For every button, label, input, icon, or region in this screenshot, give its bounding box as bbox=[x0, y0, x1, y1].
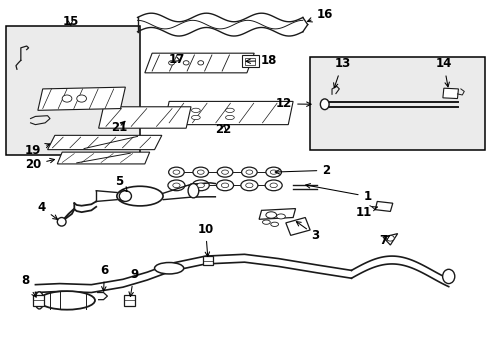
Circle shape bbox=[198, 61, 203, 65]
Polygon shape bbox=[144, 53, 254, 73]
Ellipse shape bbox=[276, 214, 285, 219]
Text: 3: 3 bbox=[296, 222, 319, 242]
Text: 1: 1 bbox=[305, 184, 371, 203]
Text: 4: 4 bbox=[38, 201, 58, 220]
Text: 14: 14 bbox=[435, 57, 451, 87]
Polygon shape bbox=[285, 217, 309, 235]
Text: 7: 7 bbox=[378, 234, 389, 247]
Bar bbox=[242, 55, 259, 67]
Ellipse shape bbox=[217, 167, 232, 177]
Circle shape bbox=[77, 95, 86, 102]
Ellipse shape bbox=[197, 183, 204, 188]
Circle shape bbox=[168, 61, 174, 65]
Text: 20: 20 bbox=[25, 158, 54, 171]
Text: 8: 8 bbox=[21, 274, 36, 297]
Text: 16: 16 bbox=[307, 9, 332, 22]
Text: 6: 6 bbox=[100, 264, 108, 291]
Circle shape bbox=[386, 235, 393, 241]
Ellipse shape bbox=[57, 217, 66, 226]
Bar bbox=[309, 57, 484, 150]
Text: 10: 10 bbox=[197, 223, 213, 256]
Ellipse shape bbox=[270, 222, 278, 226]
Bar bbox=[33, 295, 43, 306]
Ellipse shape bbox=[265, 212, 276, 218]
Ellipse shape bbox=[262, 220, 270, 224]
Ellipse shape bbox=[216, 180, 233, 191]
Ellipse shape bbox=[119, 191, 131, 202]
Ellipse shape bbox=[221, 183, 228, 188]
Ellipse shape bbox=[245, 170, 252, 174]
Text: 19: 19 bbox=[25, 144, 50, 157]
Ellipse shape bbox=[168, 167, 184, 177]
Circle shape bbox=[183, 61, 189, 65]
Ellipse shape bbox=[270, 170, 277, 174]
Polygon shape bbox=[38, 87, 125, 111]
Ellipse shape bbox=[221, 170, 228, 174]
Ellipse shape bbox=[35, 292, 43, 309]
Polygon shape bbox=[382, 234, 397, 245]
Text: 18: 18 bbox=[245, 54, 277, 67]
Polygon shape bbox=[47, 135, 162, 150]
Text: 17: 17 bbox=[168, 53, 184, 66]
Ellipse shape bbox=[167, 180, 184, 191]
Text: 15: 15 bbox=[62, 14, 79, 27]
Ellipse shape bbox=[245, 183, 252, 188]
Text: 12: 12 bbox=[275, 98, 310, 111]
Bar bbox=[6, 26, 140, 155]
Polygon shape bbox=[442, 88, 458, 99]
Ellipse shape bbox=[225, 108, 234, 112]
Text: 13: 13 bbox=[333, 57, 350, 88]
Ellipse shape bbox=[225, 115, 234, 120]
Circle shape bbox=[62, 95, 72, 102]
Text: 9: 9 bbox=[129, 268, 138, 297]
Bar bbox=[124, 295, 135, 306]
Polygon shape bbox=[259, 208, 295, 219]
Ellipse shape bbox=[117, 186, 163, 206]
Ellipse shape bbox=[269, 183, 277, 188]
Text: 21: 21 bbox=[111, 121, 127, 134]
Polygon shape bbox=[57, 152, 149, 164]
Ellipse shape bbox=[172, 183, 180, 188]
Text: 5: 5 bbox=[115, 175, 127, 192]
Ellipse shape bbox=[241, 180, 257, 191]
Ellipse shape bbox=[197, 170, 203, 174]
Bar bbox=[245, 58, 255, 65]
Text: 11: 11 bbox=[355, 206, 377, 219]
Ellipse shape bbox=[265, 167, 281, 177]
Ellipse shape bbox=[241, 167, 257, 177]
Ellipse shape bbox=[191, 108, 200, 112]
Polygon shape bbox=[164, 102, 292, 125]
Polygon shape bbox=[374, 202, 392, 211]
Bar bbox=[203, 256, 212, 265]
Ellipse shape bbox=[39, 291, 95, 310]
Text: 22: 22 bbox=[215, 123, 231, 136]
Ellipse shape bbox=[264, 180, 282, 191]
Ellipse shape bbox=[193, 167, 208, 177]
Ellipse shape bbox=[191, 115, 200, 120]
Polygon shape bbox=[99, 107, 191, 128]
Ellipse shape bbox=[320, 99, 328, 110]
Ellipse shape bbox=[173, 170, 180, 174]
Text: 2: 2 bbox=[275, 164, 330, 177]
Ellipse shape bbox=[188, 184, 199, 198]
Ellipse shape bbox=[154, 262, 183, 274]
Ellipse shape bbox=[192, 180, 209, 191]
Ellipse shape bbox=[442, 269, 454, 284]
